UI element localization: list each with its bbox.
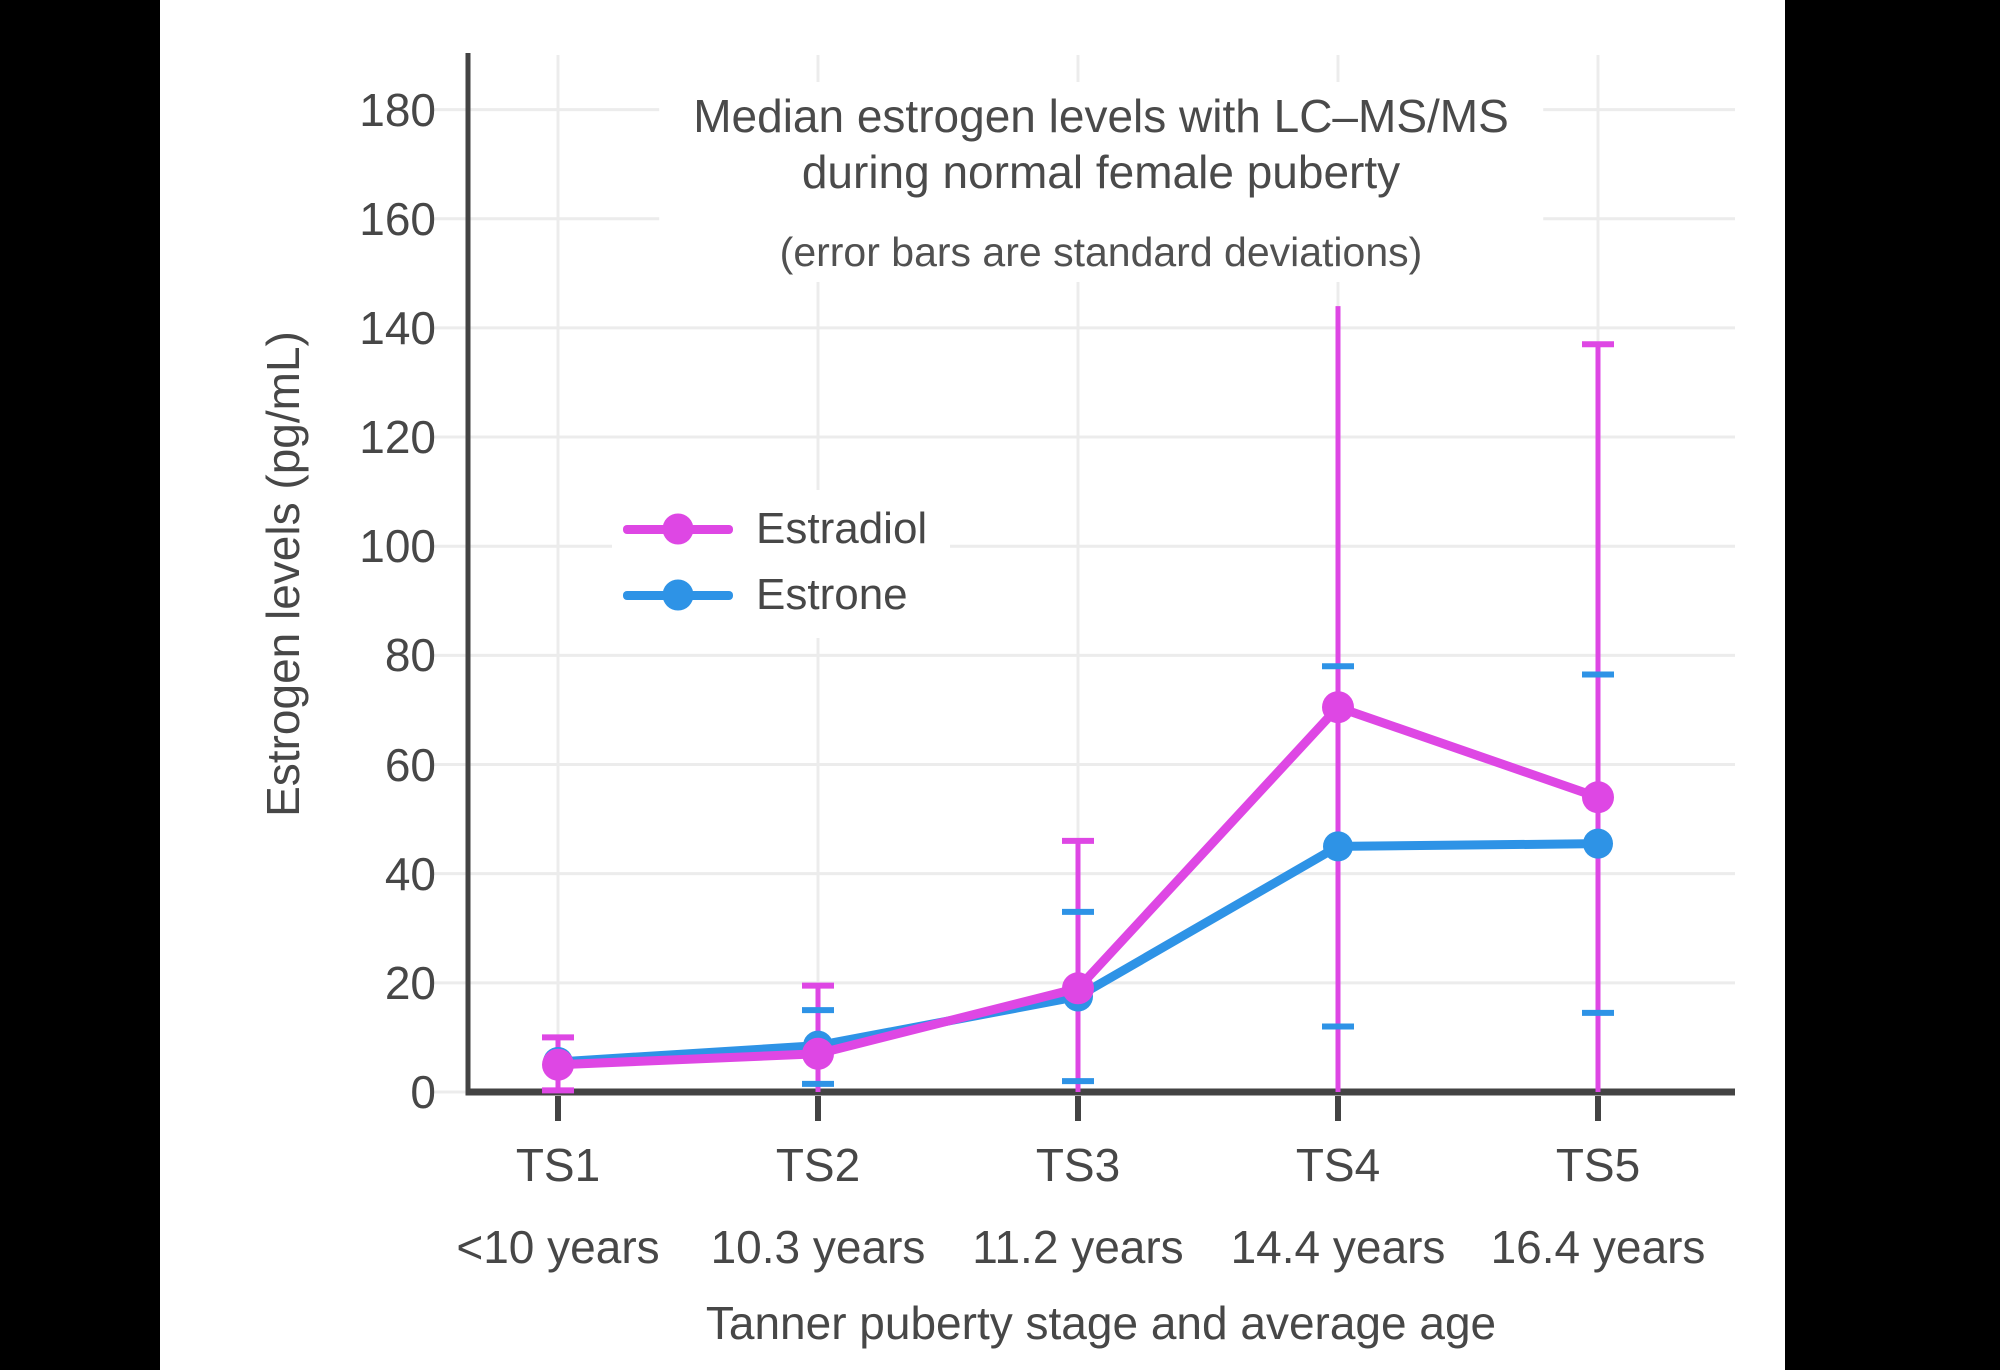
y-tick-label-40: 40 xyxy=(384,847,436,900)
x-tick-stage-label-TS3: TS3 xyxy=(1035,1139,1121,1191)
y-tick-label-140: 140 xyxy=(359,301,436,354)
data-point-estradiol-TS3 xyxy=(1062,972,1094,1005)
data-point-estrone-TS5 xyxy=(1583,828,1613,859)
estrone-marker-icon xyxy=(662,579,694,611)
y-tick-label-160: 160 xyxy=(359,192,436,245)
x-tick-age-label-TS5: 16.4 years xyxy=(1490,1221,1706,1273)
x-axis-title: Tanner puberty stage and average age xyxy=(705,1297,1497,1349)
data-point-estradiol-TS2 xyxy=(802,1037,834,1070)
estradiol-line-swatch xyxy=(623,513,733,545)
x-tick-age-label-TS2: 10.3 years xyxy=(710,1221,926,1273)
legend: Estradiol Estrone xyxy=(612,490,950,638)
data-point-estradiol-TS4 xyxy=(1322,691,1354,724)
estradiol-marker-icon xyxy=(662,513,694,545)
y-tick-label-100: 100 xyxy=(359,520,436,573)
y-tick-label-20: 20 xyxy=(384,956,436,1009)
y-tick-label-120: 120 xyxy=(359,411,436,464)
estrone-line-swatch xyxy=(623,579,733,611)
data-point-estradiol-TS1 xyxy=(542,1048,574,1081)
chart-title-line2: during normal female puberty xyxy=(801,146,1401,198)
y-tick-label-180: 180 xyxy=(359,83,436,136)
legend-label-estrone: Estrone xyxy=(756,570,908,619)
x-tick-age-label-TS1: <10 years xyxy=(456,1221,660,1273)
legend-item-estradiol[interactable]: Estradiol xyxy=(612,496,950,562)
chart-title-block: Median estrogen levels with LC–MS/MS dur… xyxy=(659,82,1543,282)
legend-label-estradiol: Estradiol xyxy=(756,504,928,553)
chart-title-line1: Median estrogen levels with LC–MS/MS xyxy=(693,90,1509,142)
data-point-estradiol-TS5 xyxy=(1582,781,1614,814)
x-tick-age-label-TS4: 14.4 years xyxy=(1230,1221,1446,1273)
y-tick-label-60: 60 xyxy=(384,738,436,791)
chart-subtitle: (error bars are standard deviations) xyxy=(779,229,1423,275)
x-tick-stage-label-TS1: TS1 xyxy=(515,1139,601,1191)
x-tick-age-label-TS3: 11.2 years xyxy=(972,1221,1184,1273)
x-tick-stage-label-TS5: TS5 xyxy=(1555,1139,1641,1191)
data-point-estrone-TS4 xyxy=(1323,831,1353,862)
x-tick-stage-label-TS2: TS2 xyxy=(775,1139,861,1191)
y-tick-label-0: 0 xyxy=(410,1066,436,1118)
x-tick-stage-label-TS4: TS4 xyxy=(1295,1139,1381,1191)
legend-item-estrone[interactable]: Estrone xyxy=(612,562,950,628)
y-tick-label-80: 80 xyxy=(384,629,436,682)
